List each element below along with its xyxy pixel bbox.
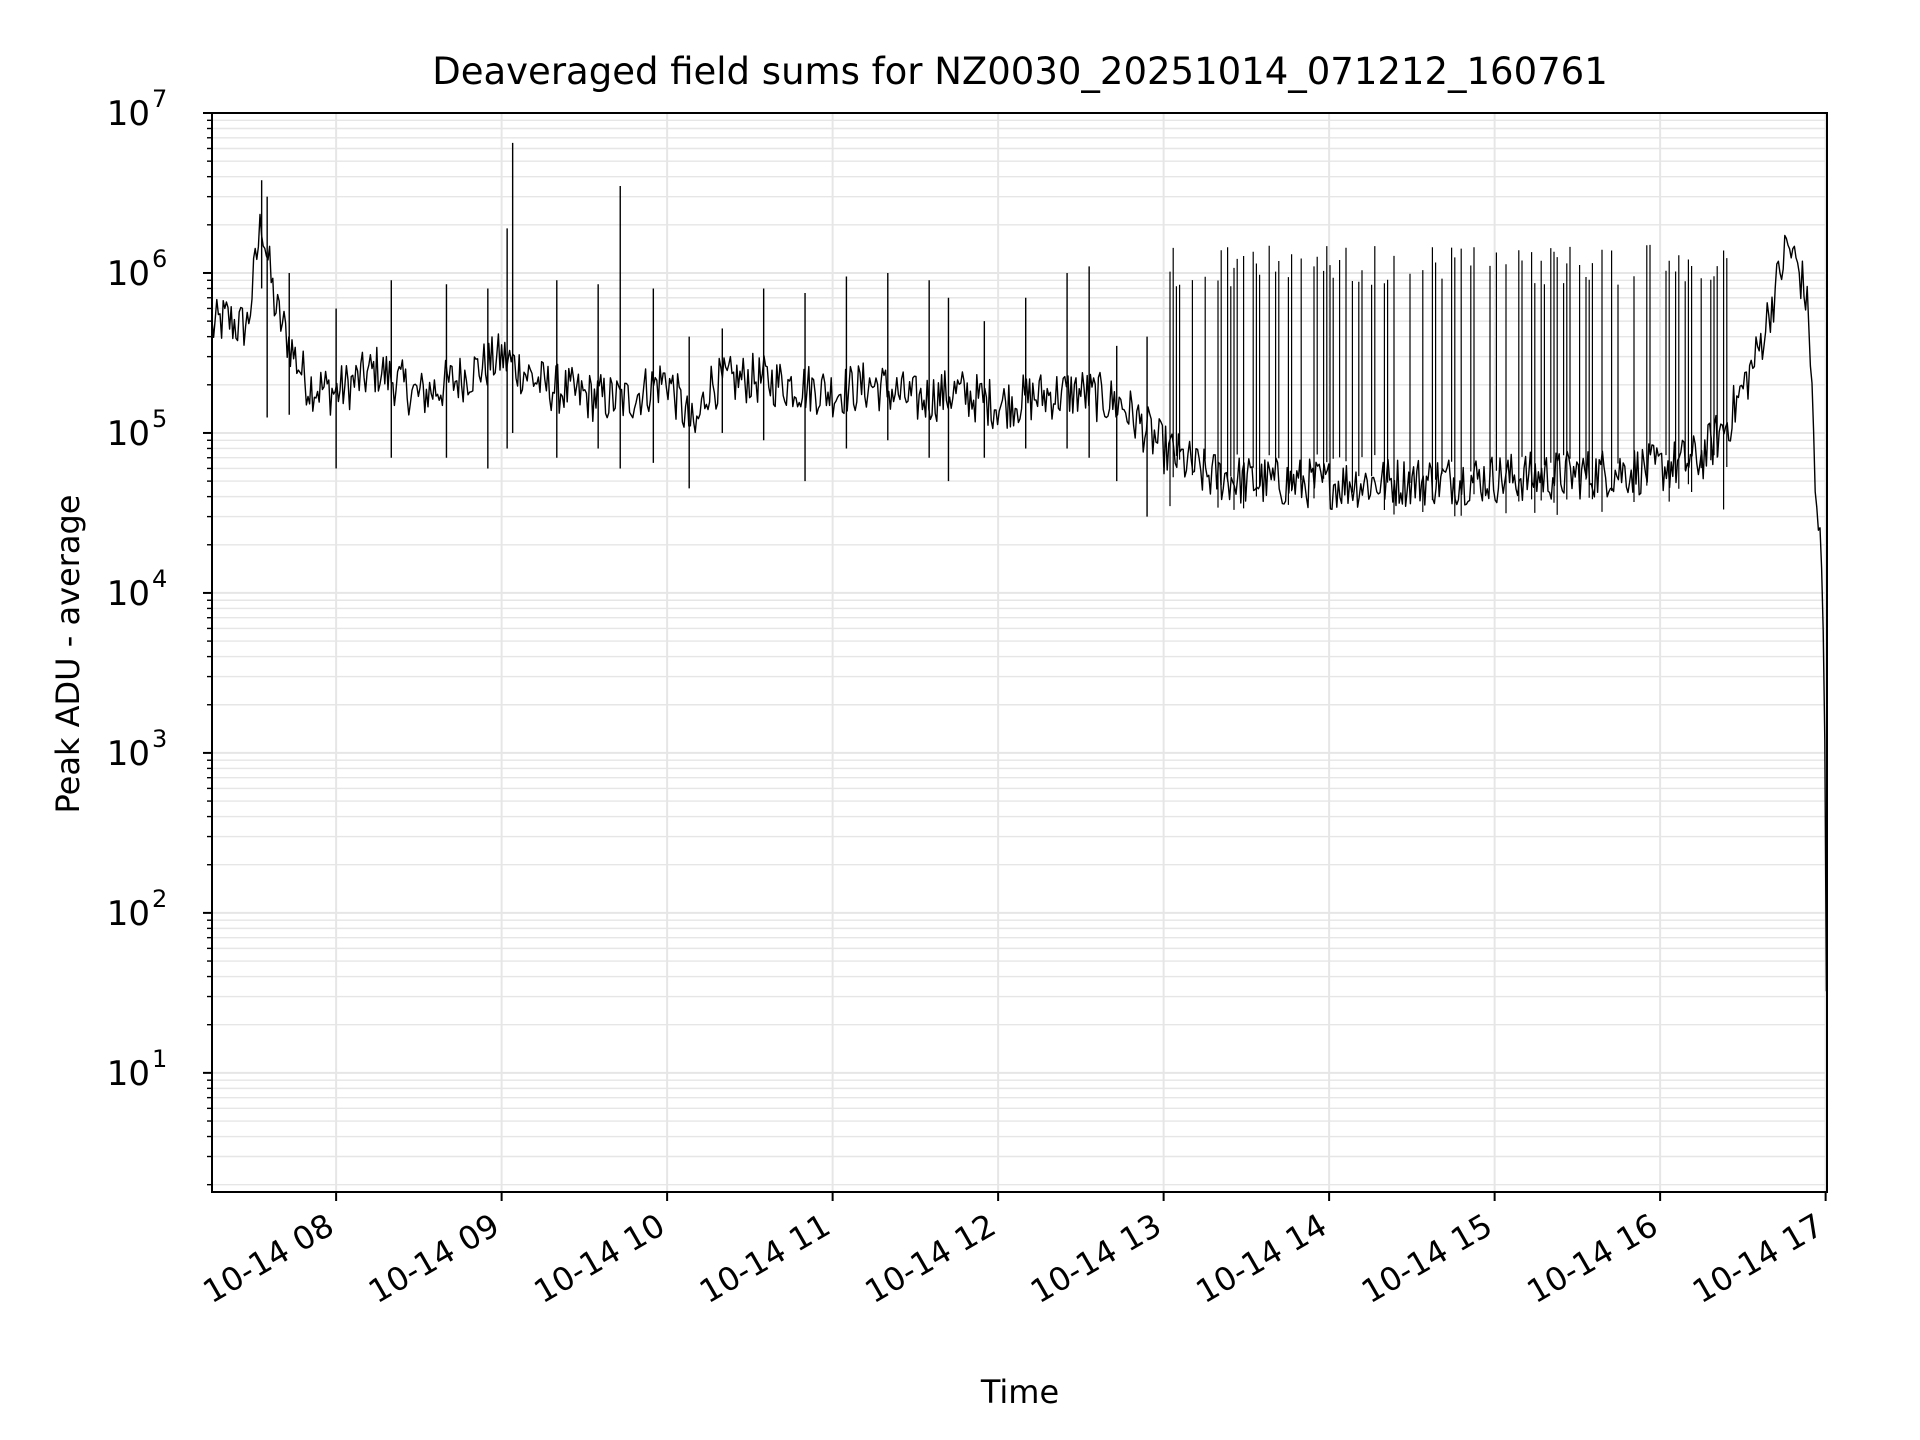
y-axis-label: Peak ADU - average xyxy=(49,495,87,814)
y-tick-label: 10 xyxy=(107,734,150,774)
y-tick-label-exponent: 2 xyxy=(152,885,167,913)
y-tick-label: 10 xyxy=(107,414,150,454)
y-tick-label: 10 xyxy=(107,894,150,934)
y-tick-label-exponent: 4 xyxy=(152,565,167,593)
y-tick-label: 10 xyxy=(107,94,150,134)
y-tick-label-exponent: 6 xyxy=(152,245,167,273)
y-tick-label: 10 xyxy=(107,254,150,294)
data-series xyxy=(211,142,1828,992)
y-tick-label-exponent: 3 xyxy=(152,725,167,753)
y-tick-label: 10 xyxy=(107,1054,150,1094)
y-tick-label: 10 xyxy=(107,574,150,614)
y-tick-label-exponent: 1 xyxy=(152,1045,167,1073)
grid xyxy=(212,112,1827,1192)
x-axis-label: Time xyxy=(980,1373,1059,1411)
y-tick-label-exponent: 7 xyxy=(152,85,167,113)
y-tick-label-exponent: 5 xyxy=(152,405,167,433)
chart-title: Deaveraged field sums for NZ0030_2025101… xyxy=(432,50,1608,93)
plot-frame xyxy=(211,112,1828,1193)
